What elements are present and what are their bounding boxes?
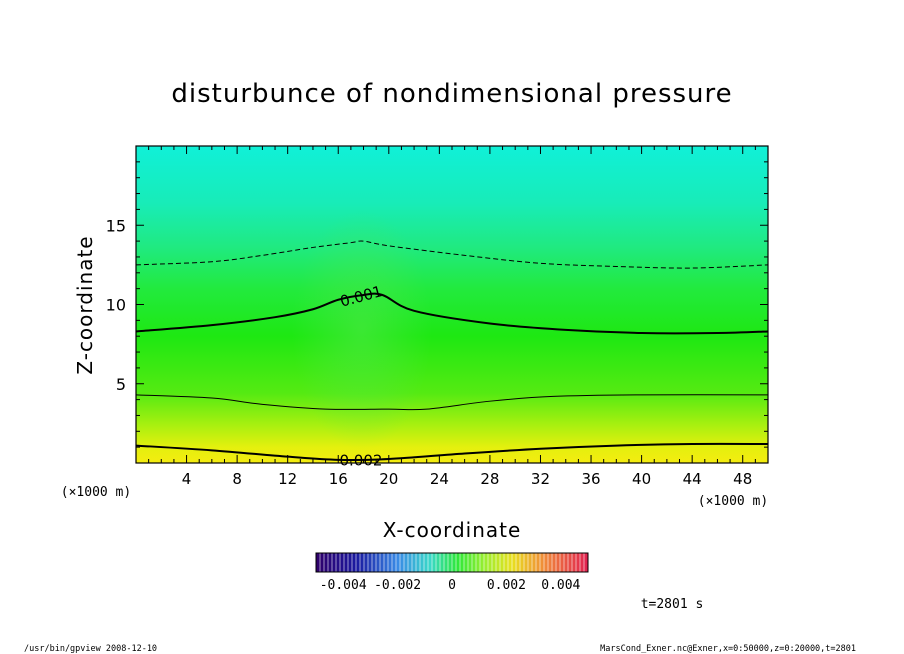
- x-axis-ticks: 4 8 12 16 20 24 28 32 36 40 44 48: [148, 146, 756, 488]
- y-axis-label: Z-coordinate: [73, 235, 97, 374]
- footer-left: /usr/bin/gpview 2008-12-10: [24, 644, 157, 654]
- x-tick-label: 44: [683, 470, 702, 488]
- colorbar-tick-labels: -0.004 -0.002 0 0.002 0.004: [320, 578, 581, 593]
- x-axis-label: X-coordinate: [383, 518, 522, 542]
- x-tick-label: 40: [632, 470, 651, 488]
- colorbar-tick-label: -0.002: [374, 578, 421, 593]
- y-tick-label: 10: [106, 296, 126, 315]
- y-tick-label: 15: [106, 216, 126, 235]
- x-tick-label: 12: [278, 470, 297, 488]
- x-tick-label: 16: [329, 470, 348, 488]
- x-tick-label: 28: [480, 470, 499, 488]
- colorbar-tick-label: 0.004: [541, 578, 580, 593]
- x-tick-label: 8: [232, 470, 242, 488]
- contour-lines: [136, 240, 768, 462]
- x-tick-label: 4: [182, 470, 192, 488]
- y-tick-label: 5: [116, 375, 126, 394]
- x-tick-label: 48: [733, 470, 752, 488]
- pressure-field: [136, 146, 768, 463]
- contour-label: 0.002: [340, 451, 383, 469]
- colorbar-tick-label: -0.004: [320, 578, 367, 593]
- colorbar: -0.004 -0.002 0 0.002 0.004: [315, 552, 589, 593]
- contour-line: [136, 394, 768, 411]
- footer-right: MarsCond_Exner.nc@Exner,x=0:50000,z=0:20…: [600, 644, 856, 654]
- contour-line: [136, 292, 768, 335]
- x-tick-label: 24: [430, 470, 449, 488]
- y-unit-label: (×1000 m): [61, 485, 131, 500]
- x-tick-label: 36: [581, 470, 600, 488]
- colorbar-frame: [315, 552, 589, 573]
- colorbar-stripes: [319, 553, 585, 572]
- field-anomaly: [292, 210, 432, 450]
- contour-line: [136, 442, 768, 462]
- x-tick-label: 20: [379, 470, 398, 488]
- time-label: t=2801 s: [641, 597, 704, 612]
- y-axis-ticks: 5 10 15: [106, 161, 768, 448]
- colorbar-tick-label: 0.002: [487, 578, 526, 593]
- colorbar-tick-label: 0: [448, 578, 456, 593]
- x-tick-label: 32: [531, 470, 550, 488]
- x-unit-label: (×1000 m): [698, 494, 768, 509]
- contour-line: [136, 240, 768, 269]
- chart-title: disturbunce of nondimensional pressure: [171, 79, 732, 109]
